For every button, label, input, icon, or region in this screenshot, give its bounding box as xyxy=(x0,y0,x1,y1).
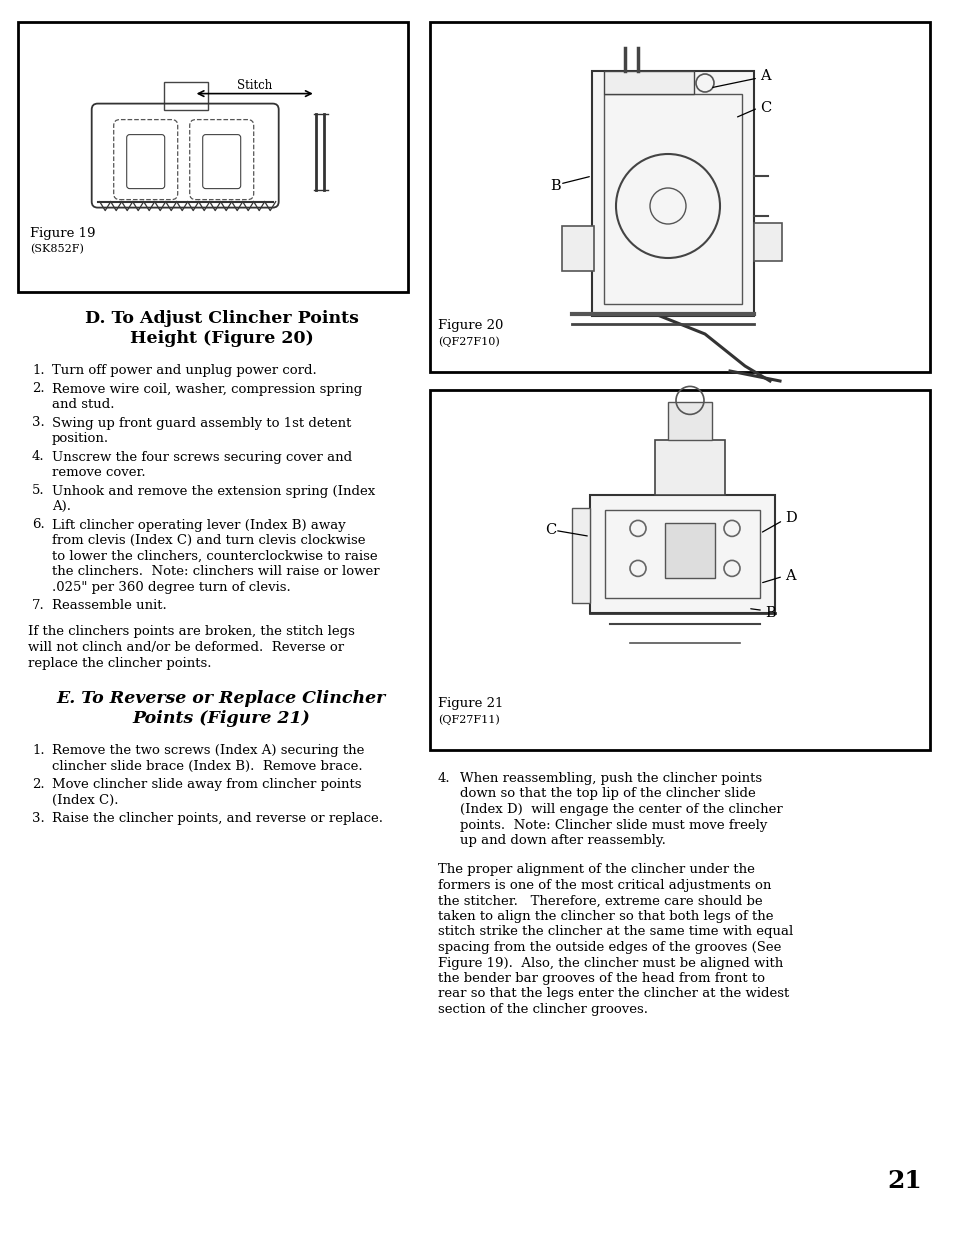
Text: Points (Figure 21): Points (Figure 21) xyxy=(132,710,310,727)
Text: (Index D)  will engage the center of the clincher: (Index D) will engage the center of the … xyxy=(459,803,781,816)
Text: 3.: 3. xyxy=(32,811,45,825)
Text: (SK852F): (SK852F) xyxy=(30,243,84,254)
Text: Move clincher slide away from clincher points: Move clincher slide away from clincher p… xyxy=(52,778,361,790)
Text: Stitch: Stitch xyxy=(237,79,272,91)
Text: A).: A). xyxy=(52,500,71,513)
Text: formers is one of the most critical adjustments on: formers is one of the most critical adju… xyxy=(437,879,771,892)
Text: B: B xyxy=(764,606,775,620)
Bar xyxy=(667,403,711,441)
Text: Swing up front guard assembly to 1st detent: Swing up front guard assembly to 1st det… xyxy=(52,416,351,430)
Text: points.  Note: Clincher slide must move freely: points. Note: Clincher slide must move f… xyxy=(459,819,766,831)
Text: 21: 21 xyxy=(886,1170,922,1193)
Bar xyxy=(430,22,929,372)
Text: rear so that the legs enter the clincher at the widest: rear so that the legs enter the clincher… xyxy=(437,988,788,1000)
Text: Unscrew the four screws securing cover and: Unscrew the four screws securing cover a… xyxy=(52,451,352,463)
Text: Figure 21: Figure 21 xyxy=(437,697,503,710)
Text: (QF27F10): (QF27F10) xyxy=(437,336,499,347)
Bar xyxy=(589,495,774,614)
Bar xyxy=(592,70,753,316)
Text: position.: position. xyxy=(52,432,109,445)
Text: If the clinchers points are broken, the stitch legs: If the clinchers points are broken, the … xyxy=(28,625,355,638)
Bar xyxy=(655,441,724,495)
Text: the clinchers.  Note: clinchers will raise or lower: the clinchers. Note: clinchers will rais… xyxy=(52,564,379,578)
Text: will not clinch and/or be deformed.  Reverse or: will not clinch and/or be deformed. Reve… xyxy=(28,641,344,655)
Text: (QF27F11): (QF27F11) xyxy=(437,714,499,725)
Bar xyxy=(603,94,741,304)
Text: The proper alignment of the clincher under the: The proper alignment of the clincher und… xyxy=(437,863,754,877)
Bar xyxy=(164,82,208,110)
Text: 7.: 7. xyxy=(32,599,45,613)
Text: 2.: 2. xyxy=(32,778,45,790)
Text: spacing from the outside edges of the grooves (See: spacing from the outside edges of the gr… xyxy=(437,941,781,953)
Text: taken to align the clincher so that both legs of the: taken to align the clincher so that both… xyxy=(437,910,773,923)
Text: 6.: 6. xyxy=(32,519,45,531)
Text: Reassemble unit.: Reassemble unit. xyxy=(52,599,167,613)
Text: Figure 20: Figure 20 xyxy=(437,319,503,332)
Bar xyxy=(430,390,929,750)
Text: A: A xyxy=(784,569,795,583)
Text: the bender bar grooves of the head from front to: the bender bar grooves of the head from … xyxy=(437,972,764,986)
Bar xyxy=(664,524,714,578)
Bar xyxy=(572,509,589,604)
Text: Lift clincher operating lever (Index B) away: Lift clincher operating lever (Index B) … xyxy=(52,519,345,531)
Text: Unhook and remove the extension spring (Index: Unhook and remove the extension spring (… xyxy=(52,484,375,498)
Bar xyxy=(753,224,781,261)
Bar xyxy=(18,22,408,291)
Text: Height (Figure 20): Height (Figure 20) xyxy=(130,330,313,347)
Text: the stitcher.   Therefore, extreme care should be: the stitcher. Therefore, extreme care sh… xyxy=(437,894,761,908)
Text: 2.: 2. xyxy=(32,383,45,395)
Text: 1.: 1. xyxy=(32,364,45,377)
Text: replace the clincher points.: replace the clincher points. xyxy=(28,657,212,669)
Text: (Index C).: (Index C). xyxy=(52,794,118,806)
Text: .025" per 360 degree turn of clevis.: .025" per 360 degree turn of clevis. xyxy=(52,580,291,594)
Text: Figure 19).  Also, the clincher must be aligned with: Figure 19). Also, the clincher must be a… xyxy=(437,956,782,969)
Text: Remove the two screws (Index A) securing the: Remove the two screws (Index A) securing… xyxy=(52,743,364,757)
Text: up and down after reassembly.: up and down after reassembly. xyxy=(459,834,665,847)
Text: E. To Reverse or Replace Clincher: E. To Reverse or Replace Clincher xyxy=(57,690,386,706)
Text: Raise the clincher points, and reverse or replace.: Raise the clincher points, and reverse o… xyxy=(52,811,382,825)
Text: 1.: 1. xyxy=(32,743,45,757)
Text: remove cover.: remove cover. xyxy=(52,466,146,479)
Text: section of the clincher grooves.: section of the clincher grooves. xyxy=(437,1003,647,1016)
Text: Turn off power and unplug power cord.: Turn off power and unplug power cord. xyxy=(52,364,316,377)
Text: 4.: 4. xyxy=(437,772,450,785)
Text: clincher slide brace (Index B).  Remove brace.: clincher slide brace (Index B). Remove b… xyxy=(52,760,362,773)
Text: C: C xyxy=(544,524,556,537)
Text: Figure 19: Figure 19 xyxy=(30,227,95,240)
Text: and stud.: and stud. xyxy=(52,398,114,411)
Bar xyxy=(561,226,594,270)
Text: Remove wire coil, washer, compression spring: Remove wire coil, washer, compression sp… xyxy=(52,383,362,395)
Text: stitch strike the clincher at the same time with equal: stitch strike the clincher at the same t… xyxy=(437,925,792,939)
Text: C: C xyxy=(760,101,770,115)
Text: 5.: 5. xyxy=(32,484,45,498)
Text: When reassembling, push the clincher points: When reassembling, push the clincher poi… xyxy=(459,772,761,785)
Text: to lower the clinchers, counterclockwise to raise: to lower the clinchers, counterclockwise… xyxy=(52,550,377,562)
Text: D. To Adjust Clincher Points: D. To Adjust Clincher Points xyxy=(85,310,358,327)
Bar xyxy=(603,70,693,94)
Text: A: A xyxy=(760,69,770,83)
Text: down so that the top lip of the clincher slide: down so that the top lip of the clincher… xyxy=(459,788,755,800)
Text: 4.: 4. xyxy=(32,451,45,463)
Text: 3.: 3. xyxy=(32,416,45,430)
Text: B: B xyxy=(550,179,560,193)
Text: D: D xyxy=(784,511,796,525)
Text: from clevis (Index C) and turn clevis clockwise: from clevis (Index C) and turn clevis cl… xyxy=(52,534,365,547)
Bar xyxy=(604,510,760,599)
